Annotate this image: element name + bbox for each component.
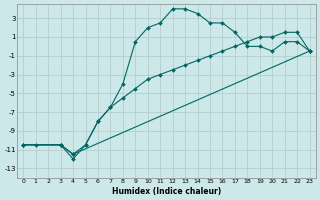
X-axis label: Humidex (Indice chaleur): Humidex (Indice chaleur): [112, 187, 221, 196]
